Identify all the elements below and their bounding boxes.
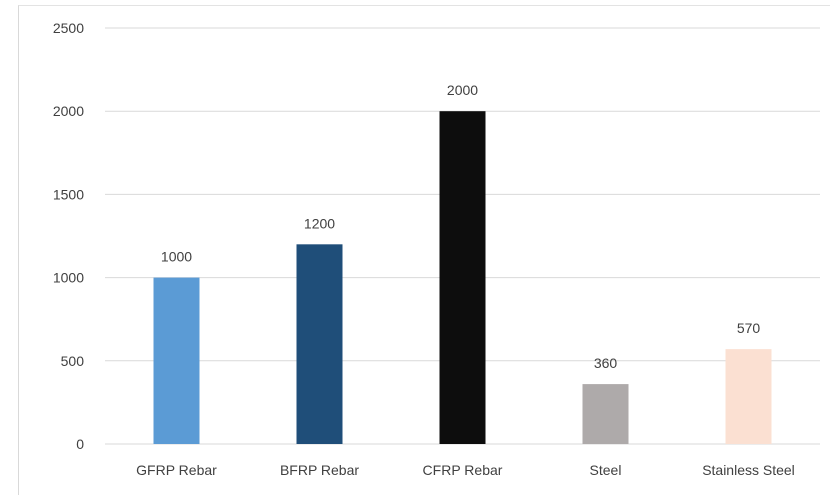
bar-1 — [296, 244, 343, 444]
data-label: 360 — [594, 355, 618, 371]
category-label: Stainless Steel — [702, 462, 795, 478]
category-label: Steel — [590, 462, 622, 478]
y-tick-label: 0 — [76, 436, 84, 452]
data-label: 1000 — [161, 249, 192, 265]
category-label: GFRP Rebar — [136, 462, 217, 478]
y-tick-label: 500 — [61, 353, 85, 369]
y-tick-label: 1500 — [53, 186, 84, 202]
bar-0 — [153, 277, 200, 444]
data-label: 570 — [737, 320, 761, 336]
category-label: CFRP Rebar — [423, 462, 503, 478]
bar-3 — [582, 384, 629, 444]
y-tick-label: 2500 — [53, 20, 84, 36]
y-tick-label: 2000 — [53, 103, 84, 119]
chart-area — [18, 5, 830, 495]
category-label: BFRP Rebar — [280, 462, 359, 478]
data-label: 2000 — [447, 82, 478, 98]
bar-4 — [725, 349, 772, 444]
data-label: 1200 — [304, 215, 335, 231]
y-tick-label: 1000 — [53, 270, 84, 286]
bar-2 — [439, 111, 486, 444]
